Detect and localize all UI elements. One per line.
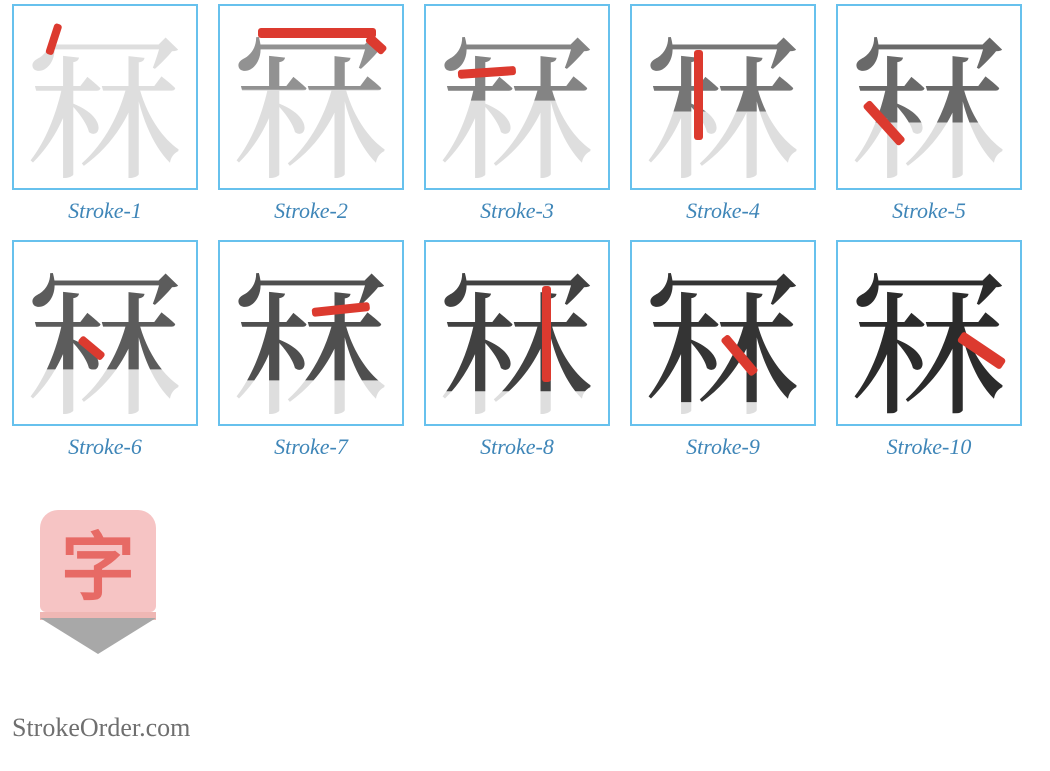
stroke-tile: 冧 xyxy=(12,4,198,190)
stroke-cell: 冧冧Stroke-4 xyxy=(630,4,816,224)
brand-logo: 字 xyxy=(38,510,158,680)
stroke-tile: 冧冧 xyxy=(630,240,816,426)
brand-logo-char: 字 xyxy=(61,508,135,615)
stroke-cell: 冧Stroke-1 xyxy=(12,4,198,224)
current-stroke-highlight xyxy=(694,50,703,140)
brand-logo-tip xyxy=(40,618,156,654)
stroke-tile: 冧冧 xyxy=(424,240,610,426)
stroke-order-grid: 冧Stroke-1冧冧Stroke-2冧冧Stroke-3冧冧Stroke-4冧… xyxy=(0,0,1050,460)
stroke-cell: 冧冧Stroke-9 xyxy=(630,240,816,460)
stroke-row-2: 冧冧Stroke-6冧冧Stroke-7冧冧Stroke-8冧冧Stroke-9… xyxy=(12,240,1050,460)
stroke-tile: 冧冧 xyxy=(836,240,1022,426)
stroke-cell: 冧冧Stroke-2 xyxy=(218,4,404,224)
stroke-tile: 冧冧 xyxy=(218,240,404,426)
stroke-cell: 冧冧Stroke-6 xyxy=(12,240,198,460)
stroke-cell: 冧冧Stroke-3 xyxy=(424,4,610,224)
stroke-tile: 冧冧 xyxy=(630,4,816,190)
brand-logo-tile: 字 xyxy=(40,510,156,612)
stroke-tile: 冧冧 xyxy=(424,4,610,190)
completed-strokes-layer: 冧 xyxy=(632,242,814,424)
footer-brand-text: StrokeOrder.com xyxy=(12,713,190,743)
stroke-row-1: 冧Stroke-1冧冧Stroke-2冧冧Stroke-3冧冧Stroke-4冧… xyxy=(12,4,1050,224)
current-stroke-highlight xyxy=(542,286,551,382)
stroke-cell: 冧冧Stroke-10 xyxy=(836,240,1022,460)
stroke-tile: 冧冧 xyxy=(836,4,1022,190)
stroke-tile: 冧冧 xyxy=(12,240,198,426)
current-stroke-highlight xyxy=(258,28,376,38)
ghost-character: 冧 xyxy=(14,6,196,188)
stroke-cell: 冧冧Stroke-8 xyxy=(424,240,610,460)
stroke-cell: 冧冧Stroke-7 xyxy=(218,240,404,460)
stroke-tile: 冧冧 xyxy=(218,4,404,190)
stroke-cell: 冧冧Stroke-5 xyxy=(836,4,1022,224)
completed-strokes-layer: 冧 xyxy=(838,242,1020,424)
